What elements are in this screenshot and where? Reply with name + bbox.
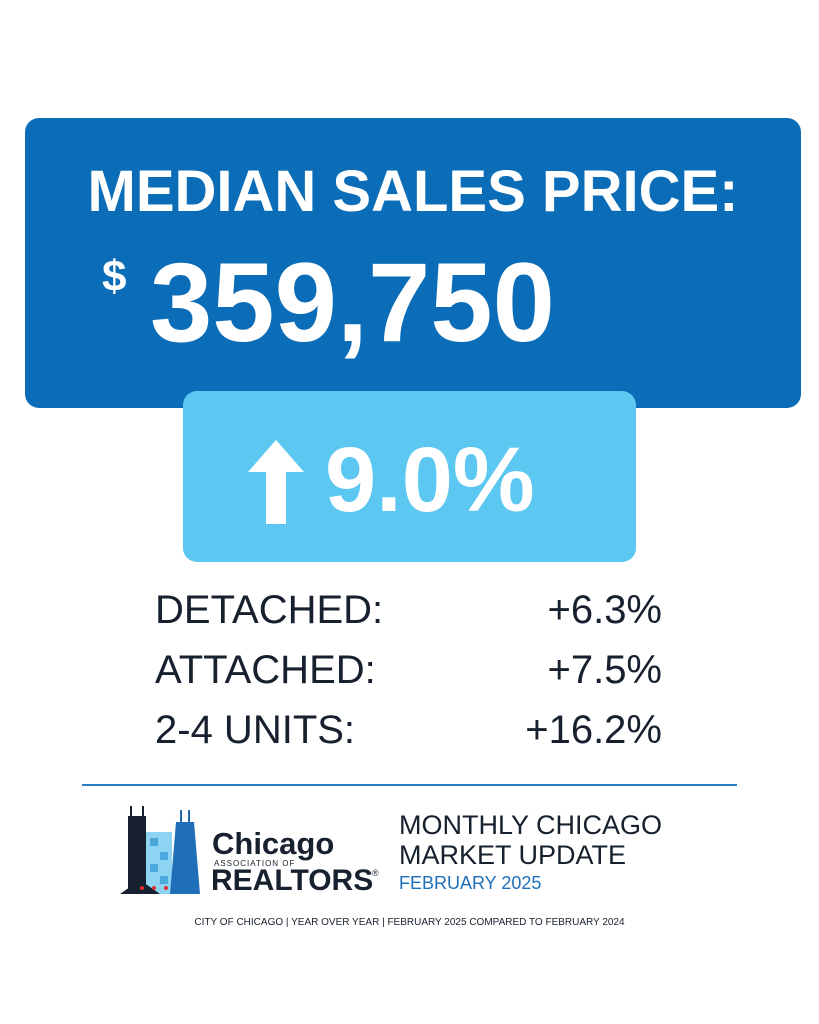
logo-mark: ® bbox=[372, 868, 379, 878]
row-value: +7.5% bbox=[547, 648, 662, 692]
divider bbox=[82, 784, 737, 786]
logo-org: REALTORS bbox=[211, 864, 374, 897]
row-label: DETACHED: bbox=[155, 588, 384, 632]
up-arrow bbox=[248, 440, 304, 524]
report-title: MARKET UPDATE bbox=[399, 840, 627, 870]
report-title: MONTHLY CHICAGO bbox=[399, 810, 663, 840]
change-value: 9.0% bbox=[325, 429, 535, 531]
change-panel bbox=[183, 391, 636, 562]
row-value: +16.2% bbox=[525, 708, 662, 752]
title: MEDIAN SALES PRICE: bbox=[87, 159, 739, 224]
footer: CITY OF CHICAGO | YEAR OVER YEAR | FEBRU… bbox=[194, 917, 625, 928]
row-label: ATTACHED: bbox=[155, 648, 376, 692]
logo-name: Chicago bbox=[212, 826, 335, 861]
price-panel bbox=[25, 118, 801, 408]
skyline-icon bbox=[120, 806, 200, 894]
currency: $ bbox=[102, 252, 127, 301]
price: 359,750 bbox=[150, 240, 555, 365]
report-date: FEBRUARY 2025 bbox=[399, 873, 542, 893]
row-label: 2-4 UNITS: bbox=[155, 708, 356, 752]
row-value: +6.3% bbox=[547, 588, 662, 632]
logo-association: ASSOCIATION OF bbox=[214, 859, 296, 868]
